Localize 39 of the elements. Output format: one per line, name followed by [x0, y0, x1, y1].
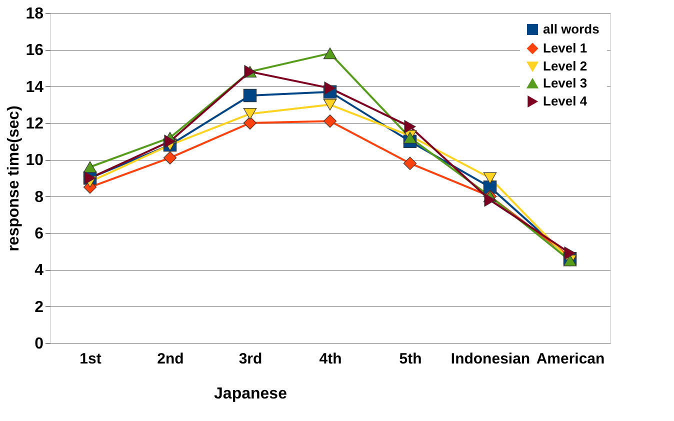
x-axis-title: Japanese: [214, 386, 288, 402]
point: [164, 134, 176, 148]
y-tick-label: 10: [26, 152, 44, 170]
point: [323, 48, 337, 60]
y-tick-label: 18: [26, 6, 44, 22]
legend-label: Level 3: [543, 76, 588, 90]
legend-label: Level 4: [543, 94, 588, 108]
y-tick-label: 16: [26, 42, 44, 60]
point: [83, 161, 97, 173]
y-tick-label: 8: [34, 188, 44, 206]
x-tick-label: 5th: [399, 350, 422, 368]
point: [404, 120, 416, 134]
y-tick-label: 0: [34, 336, 44, 352]
x-tick-label: American: [536, 350, 605, 368]
point: [323, 114, 337, 128]
x-tick-label: 2nd: [157, 350, 184, 368]
legend-label: Level 1: [543, 40, 588, 56]
point: [483, 172, 497, 184]
y-tick-label: 4: [34, 262, 44, 280]
legend-label: all words: [543, 22, 600, 36]
y-tick-label: 6: [34, 226, 44, 242]
y-axis-title: response time(sec): [6, 106, 23, 252]
point: [163, 151, 177, 164]
point: [243, 88, 257, 102]
point: [564, 246, 576, 260]
point: [323, 98, 337, 110]
x-tick-label: 1st: [80, 350, 102, 368]
y-tick-label: 2: [34, 298, 44, 316]
point: [403, 156, 417, 170]
x-tick-label: 3rd: [238, 350, 262, 368]
y-tick-label: 12: [26, 116, 44, 132]
y-tick-label: 14: [26, 78, 44, 96]
point: [484, 193, 496, 207]
x-tick-label: 4th: [319, 350, 342, 368]
point: [243, 116, 257, 130]
x-tick-label: Indonesian: [450, 350, 530, 368]
legend-label: Level 2: [543, 58, 588, 74]
point: [243, 108, 257, 120]
point: [324, 82, 336, 95]
